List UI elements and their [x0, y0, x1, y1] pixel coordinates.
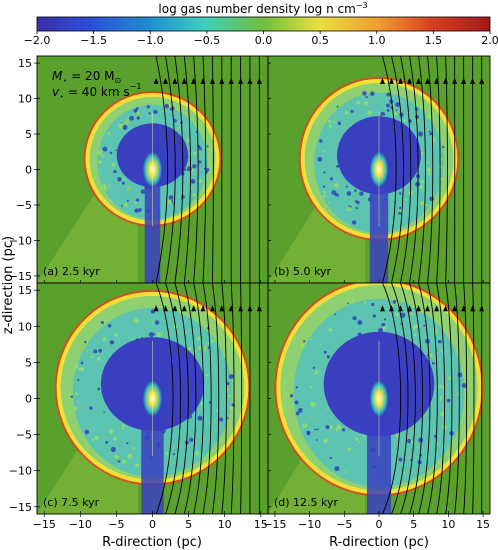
x-tick-label: 0 — [376, 518, 383, 531]
colorbar-tick-label: −2.0 — [24, 34, 51, 47]
y-tick-label: −15 — [9, 270, 32, 283]
parameter-annotation: M⋆ = 20 M⊙ v⋆ = 40 km s−1 — [52, 69, 141, 101]
x-tick-label: −10 — [298, 518, 321, 531]
panels: (a) 2.5 kyr (b) 5.0 kyr (c) 7.5 kyr (d) 12.… — [36, 55, 491, 515]
x-tick-label: 5 — [410, 518, 417, 531]
x-axis-label-right: R-direction (pc) — [329, 535, 429, 550]
colorbar-tick-label: −0.5 — [194, 34, 221, 47]
velocity-annotation: v⋆ = 40 km s−1 — [52, 82, 141, 101]
y-tick-label: 10 — [18, 93, 32, 106]
x-axis-label-left: R-direction (pc) — [102, 535, 202, 550]
y-tick-label: 0 — [25, 164, 32, 177]
y-axis-label: z-direction (pc) — [1, 236, 16, 334]
colorbar: log gas number density log n cm−3 −2.0 −1… — [24, 1, 498, 47]
x-tick-label: 10 — [218, 518, 232, 531]
x-tick-label: −10 — [69, 518, 92, 531]
colorbar-gradient — [36, 16, 491, 32]
mass-annotation: M⋆ = 20 M⊙ — [52, 69, 121, 85]
y-tick-label: −10 — [9, 465, 32, 478]
colorbar-tick-label: 0.0 — [255, 34, 273, 47]
colorbar-tick-label: −1.0 — [137, 34, 164, 47]
panel-label: (d) 12.5 kyr — [274, 496, 339, 509]
y-tick-label: 5 — [25, 356, 32, 369]
panel-label: (b) 5.0 kyr — [274, 265, 332, 278]
panel-b: (b) 5.0 kyr — [267, 55, 491, 284]
colorbar-tick-label: 1.5 — [425, 34, 443, 47]
colorbar-tick-label: 0.5 — [311, 34, 329, 47]
colorbar-label: log gas number density log n cm−3 — [158, 1, 367, 16]
colorbar-tick-label: 2.0 — [481, 34, 498, 47]
x-tick-label: 15 — [254, 518, 268, 531]
x-tick-label: −5 — [108, 518, 124, 531]
y-tick-label: 15 — [18, 57, 32, 70]
panel-c: (c) 7.5 kyr — [36, 282, 269, 515]
x-tick-label: −5 — [336, 518, 352, 531]
panel-label: (c) 7.5 kyr — [43, 496, 100, 509]
colorbar-ticks: −2.0 −1.5 −1.0 −0.5 0.0 0.5 1.0 1.5 2.0 — [24, 31, 498, 47]
y-tick-label: −10 — [9, 234, 32, 247]
y-tick-label: 0 — [25, 393, 32, 406]
y-tick-label: −5 — [16, 199, 32, 212]
x-tick-label: −15 — [263, 518, 286, 531]
panel-a: (a) 2.5 kyr — [36, 55, 269, 284]
x-tick-label: −15 — [33, 518, 56, 531]
x-tick-label: 10 — [441, 518, 455, 531]
x-tick-label: 15 — [476, 518, 490, 531]
panel-label: (a) 2.5 kyr — [43, 265, 100, 278]
colorbar-tick-label: 1.0 — [368, 34, 386, 47]
y-tick-label: −5 — [16, 429, 32, 442]
y-tick-label: 15 — [18, 284, 32, 297]
x-tick-label: 0 — [149, 518, 156, 531]
y-tick-label: 5 — [25, 128, 32, 141]
colorbar-tick-label: −1.5 — [80, 34, 107, 47]
y-tick-label: −15 — [9, 501, 32, 514]
y-tick-label: 10 — [18, 320, 32, 333]
panel-d: (d) 12.5 kyr — [267, 282, 491, 515]
x-tick-label: 5 — [185, 518, 192, 531]
